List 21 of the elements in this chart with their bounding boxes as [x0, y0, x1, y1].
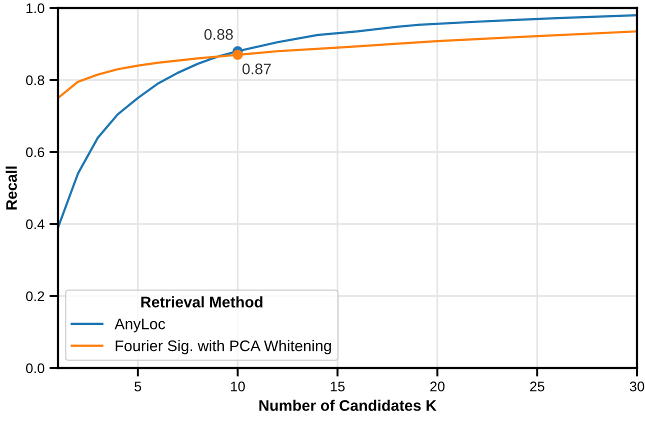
y-axis-title: Recall [6, 166, 17, 210]
data-label: 0.87 [242, 64, 271, 74]
x-tick-label: 30 [630, 382, 644, 392]
x-tick-label: 25 [530, 382, 544, 392]
x-tick-label: 10 [231, 382, 245, 392]
data-label: 0.88 [204, 29, 233, 40]
x-axis-title: Number of Candidates K [259, 400, 436, 411]
legend-label: AnyLoc [114, 318, 166, 332]
y-tick-label: 0.4 [26, 219, 44, 230]
y-tick-label: 0.8 [26, 75, 44, 86]
x-tick-label: 15 [330, 382, 345, 392]
x-tick-label: 5 [134, 382, 142, 392]
y-tick-label: 0.2 [26, 291, 44, 302]
y-tick-label: 0.0 [26, 363, 44, 374]
legend-label: Fourier Sig. with PCA Whitening [116, 340, 331, 354]
y-tick-label: 1.0 [26, 3, 44, 14]
legend-title: Retrieval Method [141, 296, 262, 308]
x-tick-label: 20 [430, 382, 445, 392]
y-tick-label: 0.6 [26, 147, 44, 158]
line-series [58, 14, 637, 229]
line-series [58, 30, 637, 100]
